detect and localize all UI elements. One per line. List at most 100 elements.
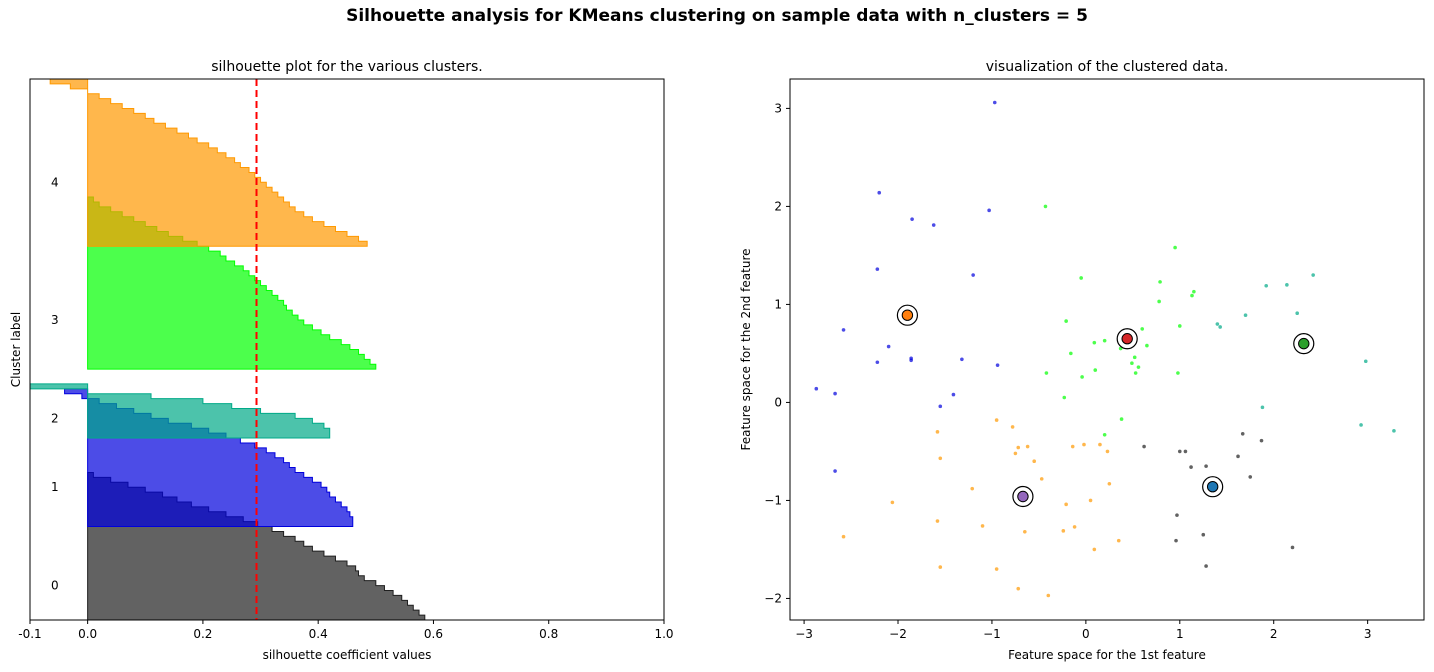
center-marker: [1298, 337, 1310, 350]
scatter-point-cluster-4: [1025, 444, 1030, 449]
scatter-point-cluster-3: [1069, 351, 1073, 356]
scatter-point-cluster-4: [1105, 449, 1110, 454]
scatter-xtick-label: −3: [795, 627, 813, 641]
scatter-point-cluster-1: [833, 469, 837, 473]
scatter-point-cluster-4: [841, 534, 846, 539]
scatter-point-cluster-1: [931, 223, 936, 227]
scatter-point-cluster-2: [1243, 313, 1248, 317]
silhouette-fills: [29, 78, 426, 621]
center-marker: [1121, 333, 1133, 345]
scatter-point-cluster-4: [1070, 444, 1075, 449]
scatter-point-cluster-4: [1061, 529, 1066, 533]
scatter-point-cluster-3: [1173, 245, 1177, 250]
scatter-xlabel: Feature space for the 1st feature: [1008, 648, 1206, 662]
scatter-point-cluster-4: [938, 565, 943, 569]
silhouette-xtick-label: 0.8: [539, 627, 558, 641]
scatter-point-cluster-3: [1157, 299, 1161, 304]
scatter-point-cluster-0: [1259, 438, 1264, 443]
scatter-point-cluster-4: [935, 430, 940, 434]
scatter-ytick-label: 2: [774, 199, 782, 213]
scatter-point-cluster-3: [1119, 417, 1124, 421]
scatter-ylabel: Feature space for the 2nd feature: [739, 249, 753, 451]
scatter-point-cluster-3: [1093, 368, 1098, 372]
silhouette-xtick-label: 0.0: [78, 627, 97, 641]
scatter-point-cluster-4: [1098, 442, 1102, 447]
scatter-xtick-label: −1: [983, 627, 1001, 641]
silhouette-xtick-label: 0.6: [424, 627, 443, 641]
scatter-point-cluster-2: [1311, 273, 1315, 277]
scatter-point-cluster-2: [1285, 283, 1289, 287]
center-marker: [1017, 490, 1029, 503]
scatter-point-cluster-4: [994, 567, 999, 571]
scatter-point-cluster-2: [1218, 325, 1222, 329]
scatter-point-cluster-4: [1082, 442, 1086, 447]
scatter-point-cluster-0: [1183, 449, 1188, 454]
scatter-ytick-label: −2: [764, 591, 782, 605]
scatter-point-cluster-1: [987, 208, 991, 213]
scatter-point-cluster-3: [1102, 338, 1107, 343]
scatter-point-cluster-3: [1092, 340, 1097, 345]
silhouette-axes: silhouette plot for the various clusters…: [9, 59, 674, 662]
scatter-point-cluster-4: [1092, 547, 1097, 552]
scatter-axes: visualization of the clustered data. −3 −…: [739, 59, 1425, 662]
scatter-title: visualization of the clustered data.: [986, 59, 1229, 75]
cluster-label-4: 4: [51, 175, 59, 189]
scatter-point-cluster-4: [1046, 593, 1051, 598]
scatter-point-cluster-0: [1175, 513, 1179, 517]
scatter-point-cluster-4: [1107, 481, 1112, 486]
cluster-center-4: [1012, 485, 1034, 508]
center-marker: [1206, 481, 1219, 493]
scatter-frame: [789, 78, 1425, 621]
scatter-point-cluster-3: [1102, 432, 1107, 437]
scatter-point-cluster-3: [1190, 293, 1194, 298]
cluster-label-2: 2: [51, 411, 59, 425]
scatter-point-cluster-0: [1204, 464, 1208, 468]
scatter-point-cluster-1: [951, 392, 956, 397]
scatter-ytick-label: 0: [774, 395, 782, 409]
scatter-point-cluster-4: [1072, 525, 1077, 529]
scatter-point-cluster-3: [1177, 324, 1182, 328]
scatter-point-cluster-0: [1204, 564, 1208, 568]
scatter-point-cluster-0: [1142, 444, 1146, 449]
scatter-point-cluster-4: [1013, 451, 1018, 456]
scatter-point-cluster-4: [935, 519, 940, 523]
scatter-point-cluster-2: [1359, 423, 1363, 427]
scatter-point-cluster-1: [877, 190, 882, 195]
scatter-point-cluster-0: [1174, 538, 1178, 543]
scatter-point-cluster-1: [971, 273, 975, 277]
scatter-point-cluster-1: [938, 404, 943, 409]
scatter-point-cluster-1: [909, 356, 913, 361]
scatter-ytick-label: 1: [774, 297, 782, 311]
scatter-point-cluster-1: [833, 391, 837, 396]
scatter-point-cluster-2: [1363, 359, 1368, 364]
scatter-point-cluster-4: [994, 418, 999, 422]
scatter-xtick-label: 3: [1364, 627, 1372, 641]
scatter-point-cluster-1: [886, 344, 891, 349]
scatter-xtick-label: 0: [1082, 627, 1090, 641]
scatter-point-cluster-4: [970, 486, 975, 491]
scatter-point-cluster-3: [1176, 371, 1180, 375]
scatter-point-cluster-1: [960, 357, 964, 362]
cluster-center-1: [896, 304, 919, 326]
scatter-point-cluster-1: [841, 328, 846, 332]
scatter-point-cluster-4: [890, 500, 895, 505]
scatter-point-cluster-0: [1248, 475, 1253, 479]
scatter-point-cluster-3: [1145, 343, 1149, 348]
cluster-center-2: [1293, 333, 1315, 355]
scatter-point-cluster-2: [1392, 429, 1396, 433]
scatter-point-cluster-4: [1116, 538, 1121, 543]
scatter-point-cluster-4: [1010, 425, 1015, 429]
scatter-point-cluster-3: [1132, 355, 1137, 360]
scatter-point-cluster-4: [1064, 502, 1068, 507]
cluster-labels: 0 1 2 3 4: [51, 175, 59, 592]
scatter-point-cluster-0: [1189, 465, 1193, 469]
cluster-label-1: 1: [51, 480, 59, 494]
silhouette-xticks: -0.1 0.0 0.2 0.4 0.6 0.8 1.0: [18, 620, 674, 641]
scatter-point-cluster-1: [995, 363, 1000, 367]
scatter-point-cluster-3: [1140, 327, 1145, 331]
scatter-xtick-label: −2: [889, 627, 907, 641]
silhouette-xtick-label: 0.2: [193, 627, 212, 641]
scatter-point-cluster-3: [1136, 365, 1141, 369]
scatter-xtick-label: 1: [1176, 627, 1184, 641]
scatter-yticks: −2 −1 0 1 2 3: [764, 101, 790, 605]
